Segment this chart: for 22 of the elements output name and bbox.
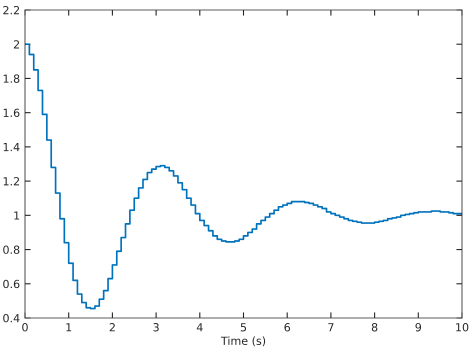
y-tick-label: 0.8 (3, 246, 20, 254)
x-axis-title: Time (s) (220, 336, 266, 346)
y-tick-label: 0.4 (3, 314, 20, 322)
y-tick-label: 2.2 (3, 6, 20, 14)
x-tick-label: 5 (240, 323, 246, 332)
y-tick-label: 0.6 (3, 280, 20, 288)
x-tick-label: 7 (328, 323, 334, 332)
x-tick-label: 6 (284, 323, 290, 332)
y-tick-label: 1.6 (4, 108, 20, 118)
x-tick-label: 2 (110, 323, 115, 332)
y-tick-label: 1 (14, 211, 20, 220)
x-tick-label: 8 (372, 323, 378, 332)
y-tick-label: 1.8 (4, 74, 20, 83)
x-tick-label: 1 (66, 323, 72, 332)
x-tick-label: 10 (456, 323, 468, 332)
x-tick-label: 0 (22, 323, 28, 332)
y-tick-label: 2 (14, 40, 20, 48)
x-tick-label: 3 (153, 323, 159, 332)
x-tick-label: 4 (196, 323, 203, 332)
y-tick-label: 1.4 (4, 143, 20, 152)
x-tick-label: 9 (415, 323, 422, 332)
y-tick-label: 1.2 (4, 177, 20, 186)
